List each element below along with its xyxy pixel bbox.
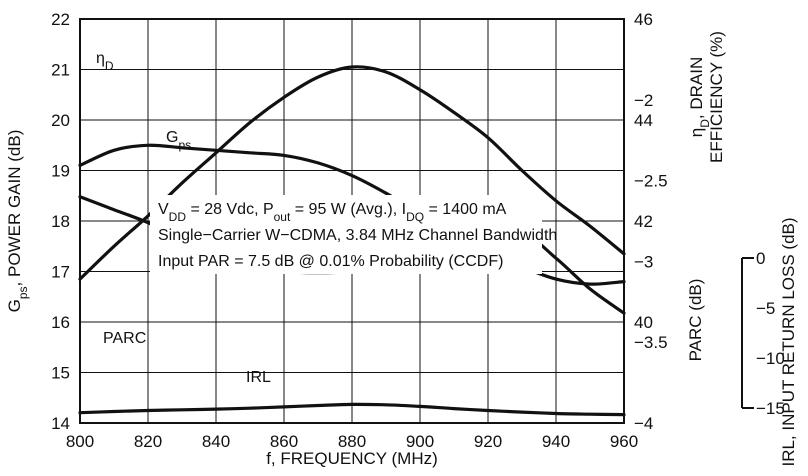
- x-axis-label: f, FREQUENCY (MHz): [266, 449, 438, 468]
- irl-tick-label: −10: [756, 349, 785, 368]
- gps-curve: [78, 65, 626, 281]
- left-tick-label: 22: [51, 10, 70, 29]
- right-tick-label-parc: −2: [634, 91, 653, 110]
- x-tick-label: 860: [270, 432, 298, 451]
- right-tick-label-efficiency: 46: [634, 10, 653, 29]
- left-tick-label: 16: [51, 313, 70, 332]
- right-axis-label-line2: EFFICIENCY (%): [707, 31, 726, 163]
- right-tick-label-parc: −2.5: [634, 172, 668, 191]
- right-tick-label-efficiency: 42: [634, 212, 653, 231]
- annotation-line1: VDD = 28 Vdc, Pout = 95 W (Avg.), IDQ = …: [158, 201, 507, 224]
- right-tick-label-parc: −3.5: [634, 333, 668, 352]
- x-axis-ticks: 800 820 840 860 880 900 920 940 960: [66, 432, 638, 451]
- x-tick-label: 820: [134, 432, 162, 451]
- irl-tick-label: −15: [756, 399, 785, 418]
- series-label-gps: Gps: [166, 129, 191, 152]
- x-tick-label: 900: [406, 432, 434, 451]
- left-tick-label: 18: [51, 212, 70, 231]
- left-axis-ticks: 14 15 16 17 18 19 20 21 22: [51, 10, 70, 433]
- right-axis-label-line1: ηD, DRAIN: [687, 57, 712, 137]
- series-label-parc: PARC: [103, 330, 146, 347]
- right-tick-label-efficiency: 44: [634, 111, 653, 130]
- irl-curve: [78, 402, 626, 417]
- left-tick-label: 14: [51, 414, 70, 433]
- irl-tick-label: −5: [756, 299, 775, 318]
- left-tick-label: 19: [51, 162, 70, 181]
- series-label-irl: IRL: [246, 369, 271, 386]
- x-tick-label: 920: [474, 432, 502, 451]
- irl-tick-label: 0: [756, 249, 765, 268]
- annotation-line3: Input PAR = 7.5 dB @ 0.01% Probability (…: [158, 253, 503, 270]
- irl-axis-label: IRL, INPUT RETURN LOSS (dB): [779, 217, 798, 466]
- left-tick-label: 17: [51, 263, 70, 282]
- right-tick-label-parc: −3: [634, 252, 653, 271]
- left-tick-label: 15: [51, 364, 70, 383]
- parc-axis-label: PARC (dB): [686, 279, 705, 362]
- x-tick-label: 880: [338, 432, 366, 451]
- series-label-eta-d: ηD: [96, 50, 114, 73]
- x-tick-label: 940: [542, 432, 570, 451]
- plot-frame: [79, 18, 625, 424]
- irl-scale: 0 −5 −10 −15: [741, 249, 785, 418]
- annotation-background: [150, 195, 542, 274]
- x-tick-label: 800: [66, 432, 94, 451]
- x-tick-label: 840: [202, 432, 230, 451]
- annotation-line2: Single−Carrier W−CDMA, 3.84 MHz Channel …: [158, 227, 557, 244]
- left-tick-label: 20: [51, 111, 70, 130]
- left-tick-label: 21: [51, 61, 70, 80]
- left-axis-label: Gps, POWER GAIN (dB): [5, 130, 30, 313]
- x-tick-label: 960: [610, 432, 638, 451]
- right-tick-label-parc: −4: [634, 414, 653, 433]
- right-axis-ticks: 40 42 44 46 −2 −2.5 −3 −3.5 −4: [634, 10, 668, 433]
- right-tick-label-efficiency: 40: [634, 313, 653, 332]
